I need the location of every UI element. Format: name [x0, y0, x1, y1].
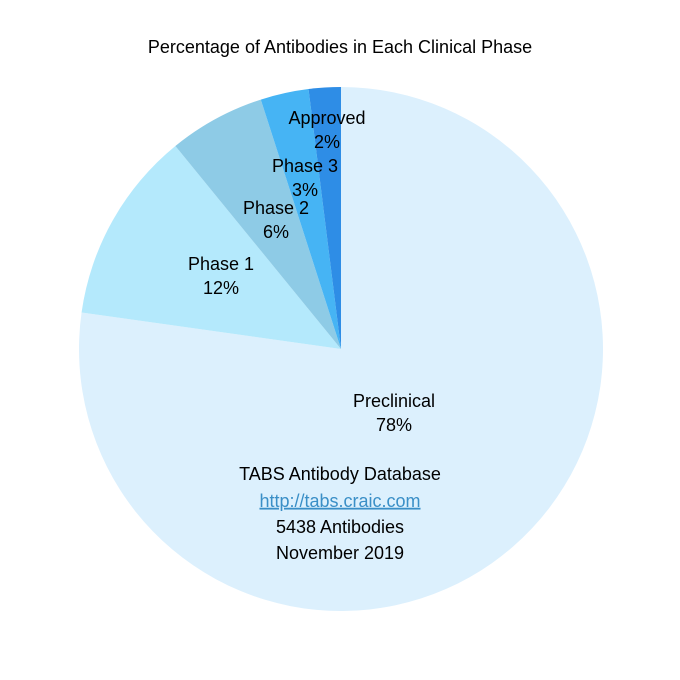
value-label: 2%: [314, 132, 340, 152]
value-label: 78%: [376, 415, 412, 435]
slice-label: Phase 3: [272, 156, 338, 176]
slice-label: Phase 2: [243, 198, 309, 218]
pie-slice: [78, 87, 603, 611]
annotation: November 2019: [276, 543, 404, 563]
value-label: 3%: [292, 180, 318, 200]
pie-slice: [260, 89, 341, 349]
slice-label: Preclinical: [353, 391, 435, 411]
annotation: 5438 Antibodies: [276, 517, 404, 537]
pie-slice: [175, 99, 341, 349]
link[interactable]: http://tabs.craic.com: [259, 491, 420, 511]
pie-slice: [81, 145, 342, 349]
slice-label: Phase 1: [188, 254, 254, 274]
value-label: 6%: [263, 222, 289, 242]
pie-slice: [308, 87, 341, 349]
value-label: 12%: [203, 278, 239, 298]
slice-label: Approved: [288, 108, 365, 128]
annotation: TABS Antibody Database: [239, 464, 441, 484]
chart-title: Percentage of Antibodies in Each Clinica…: [148, 37, 532, 57]
